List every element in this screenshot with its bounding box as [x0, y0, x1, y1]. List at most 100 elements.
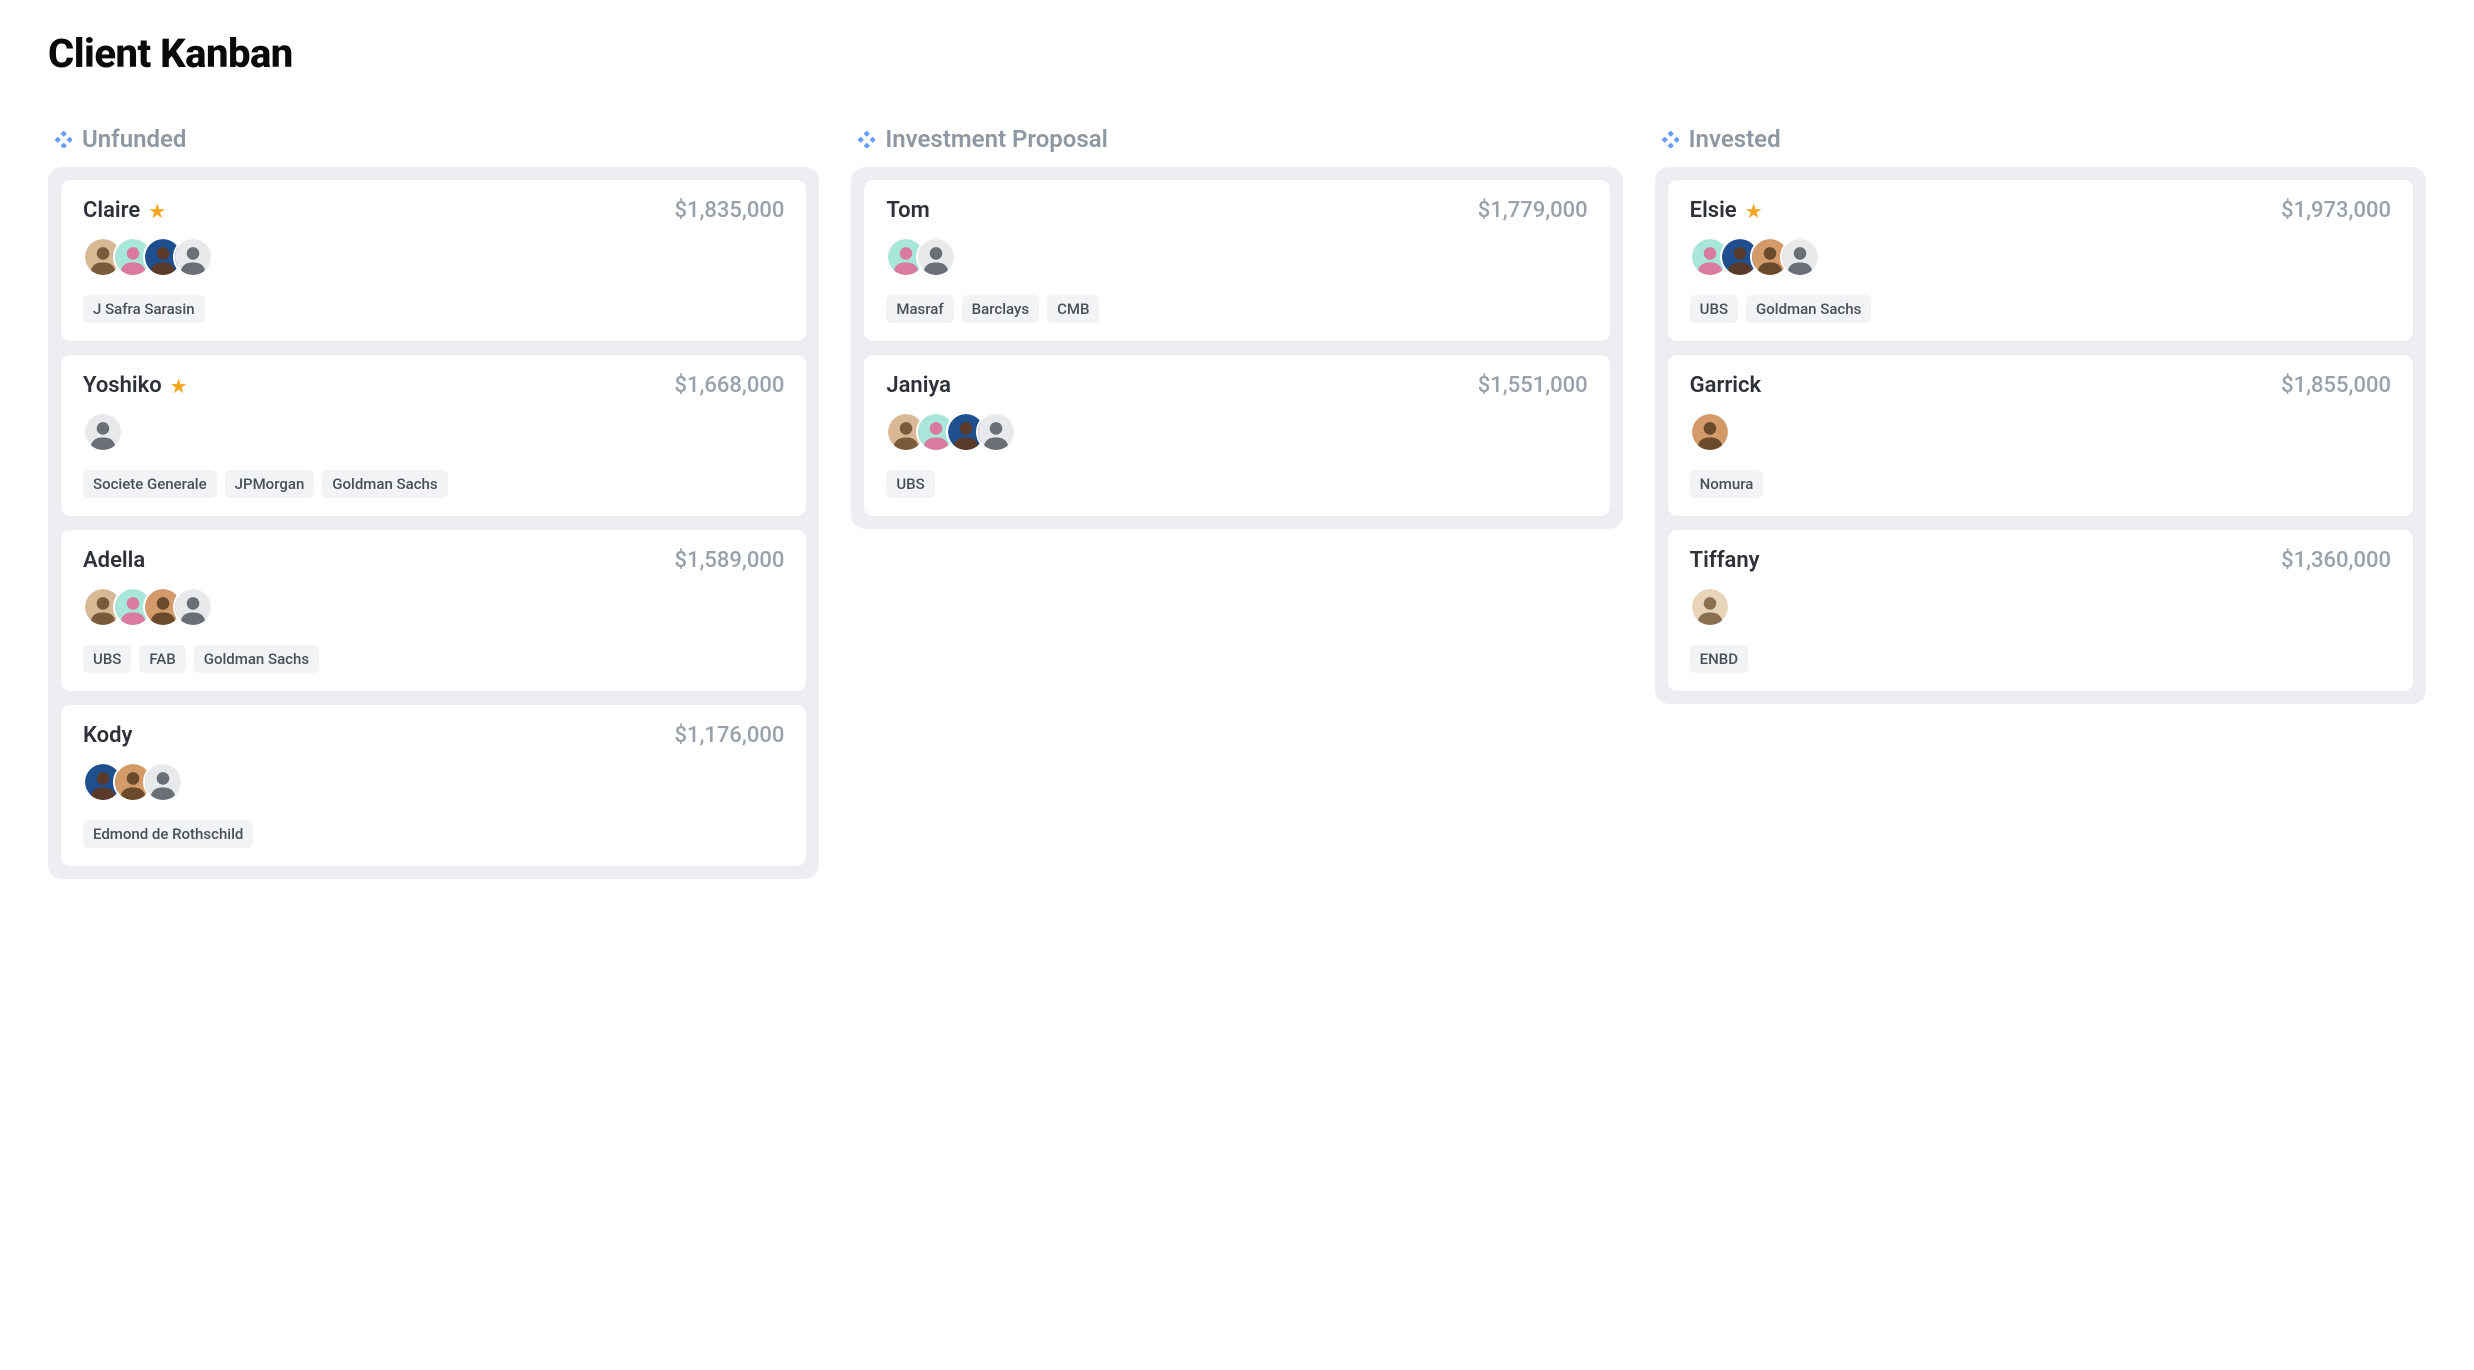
kanban-board: Unfunded Claire ★ $1,835,000 J Safra Sarasi… — [48, 125, 2426, 879]
column-header: Investment Proposal — [851, 125, 1622, 167]
card-header-row: Claire ★ $1,835,000 — [83, 198, 784, 223]
card-client-name: Garrick — [1690, 373, 1761, 398]
avatar — [1690, 587, 1730, 627]
kanban-card[interactable]: Tom $1,779,000 Masraf Barclays CMB — [863, 179, 1610, 342]
card-client-name: Tiffany — [1690, 548, 1760, 573]
column-icon — [1661, 130, 1679, 148]
tag[interactable]: Edmond de Rothschild — [83, 820, 253, 848]
card-header-row: Elsie★ $1,973,000 — [1690, 198, 2391, 223]
tag-row: Societe Generale JPMorganGoldman Sachs — [83, 470, 784, 498]
card-amount: $1,855,000 — [2281, 373, 2391, 398]
tag-row: UBS FAB Goldman Sachs — [83, 645, 784, 673]
kanban-card[interactable]: Kody $1,176,000 Edmond de Rothschild — [60, 704, 807, 867]
card-client-name: Kody — [83, 723, 132, 748]
card-header-row: Garrick $1,855,000 — [1690, 373, 2391, 398]
card-name-wrap: Claire ★ — [83, 198, 166, 223]
tag[interactable]: Goldman Sachs — [1746, 295, 1871, 323]
column-header: Unfunded — [48, 125, 819, 167]
avatar — [1780, 237, 1820, 277]
avatar-row — [886, 412, 1587, 452]
card-name-wrap: Yoshiko★ — [83, 373, 188, 398]
column-body: Claire ★ $1,835,000 J Safra Sarasin Yoshiko… — [48, 167, 819, 879]
tag[interactable]: FAB — [139, 645, 185, 673]
avatar-row — [83, 412, 784, 452]
avatar — [1690, 412, 1730, 452]
card-amount: $1,589,000 — [674, 548, 784, 573]
tag-row: Nomura — [1690, 470, 2391, 498]
card-header-row: Tiffany $1,360,000 — [1690, 548, 2391, 573]
card-amount: $1,779,000 — [1478, 198, 1588, 223]
card-name-wrap: Kody — [83, 723, 132, 748]
avatar-row — [1690, 587, 2391, 627]
kanban-card[interactable]: Garrick $1,855,000 Nomura — [1667, 354, 2414, 517]
avatar — [173, 587, 213, 627]
avatar — [143, 762, 183, 802]
tag[interactable]: UBS — [1690, 295, 1738, 323]
tag[interactable]: Nomura — [1690, 470, 1764, 498]
kanban-column-unfunded: Unfunded Claire ★ $1,835,000 J Safra Sarasi… — [48, 125, 819, 879]
avatar-row — [83, 587, 784, 627]
card-client-name: Janiya — [886, 373, 951, 398]
kanban-column-invested: Invested Elsie★ $1,973,000 UBS Goldman Sach… — [1655, 125, 2426, 704]
card-name-wrap: Elsie★ — [1690, 198, 1763, 223]
tag[interactable]: JPMorgan — [225, 470, 315, 498]
card-name-wrap: Janiya — [886, 373, 951, 398]
diamond-cluster-icon — [54, 130, 72, 148]
avatar — [83, 412, 123, 452]
card-client-name: Elsie — [1690, 198, 1737, 223]
kanban-card[interactable]: Claire ★ $1,835,000 J Safra Sarasin — [60, 179, 807, 342]
avatar-row — [1690, 412, 2391, 452]
column-title: Unfunded — [82, 125, 186, 153]
card-amount: $1,551,000 — [1478, 373, 1588, 398]
diamond-cluster-icon — [1661, 130, 1679, 148]
tag[interactable]: Goldman Sachs — [194, 645, 319, 673]
kanban-card[interactable]: Janiya $1,551,000 UBS — [863, 354, 1610, 517]
card-name-wrap: Tiffany — [1690, 548, 1760, 573]
column-icon — [857, 130, 875, 148]
kanban-card[interactable]: Elsie★ $1,973,000 UBS Goldman Sachs — [1667, 179, 2414, 342]
tag[interactable]: Barclays — [962, 295, 1039, 323]
column-icon — [54, 130, 72, 148]
card-amount: $1,668,000 — [674, 373, 784, 398]
card-amount: $1,176,000 — [674, 723, 784, 748]
diamond-cluster-icon — [857, 130, 875, 148]
column-header: Invested — [1655, 125, 2426, 167]
tag[interactable]: ENBD — [1690, 645, 1748, 673]
avatar-row — [886, 237, 1587, 277]
avatar-row — [83, 762, 784, 802]
tag[interactable]: Masraf — [886, 295, 953, 323]
tag[interactable]: UBS — [886, 470, 934, 498]
card-amount: $1,360,000 — [2281, 548, 2391, 573]
kanban-column-investment-proposal: Investment Proposal Tom $1,779,000 Masraf B… — [851, 125, 1622, 529]
column-body: Elsie★ $1,973,000 UBS Goldman Sachs Garrick… — [1655, 167, 2426, 704]
tag-row: Edmond de Rothschild — [83, 820, 784, 848]
card-header-row: Yoshiko★ $1,668,000 — [83, 373, 784, 398]
column-body: Tom $1,779,000 Masraf Barclays CMB Janiya $1,… — [851, 167, 1622, 529]
card-client-name: Tom — [886, 198, 929, 223]
avatar — [173, 237, 213, 277]
card-client-name: Claire — [83, 198, 140, 223]
kanban-card[interactable]: Adella $1,589,000 UBS FAB Goldman Sachs — [60, 529, 807, 692]
avatar — [976, 412, 1016, 452]
star-icon: ★ — [148, 201, 166, 221]
star-icon: ★ — [170, 376, 188, 396]
tag-row: Masraf Barclays CMB — [886, 295, 1587, 323]
kanban-card[interactable]: Tiffany $1,360,000 ENBD — [1667, 529, 2414, 692]
card-amount: $1,835,000 — [674, 198, 784, 223]
page-title: Client Kanban — [48, 30, 2426, 77]
tag-row: UBS — [886, 470, 1587, 498]
card-client-name: Adella — [83, 548, 145, 573]
tag[interactable]: Societe Generale — [83, 470, 217, 498]
card-header-row: Janiya $1,551,000 — [886, 373, 1587, 398]
tag[interactable]: UBS — [83, 645, 131, 673]
column-title: Invested — [1689, 125, 1781, 153]
card-name-wrap: Adella — [83, 548, 145, 573]
kanban-card[interactable]: Yoshiko★ $1,668,000 Societe Generale JPMor… — [60, 354, 807, 517]
tag[interactable]: J Safra Sarasin — [83, 295, 205, 323]
card-name-wrap: Garrick — [1690, 373, 1761, 398]
card-name-wrap: Tom — [886, 198, 929, 223]
tag-row: ENBD — [1690, 645, 2391, 673]
card-amount: $1,973,000 — [2281, 198, 2391, 223]
tag[interactable]: Goldman Sachs — [322, 470, 447, 498]
tag[interactable]: CMB — [1047, 295, 1099, 323]
